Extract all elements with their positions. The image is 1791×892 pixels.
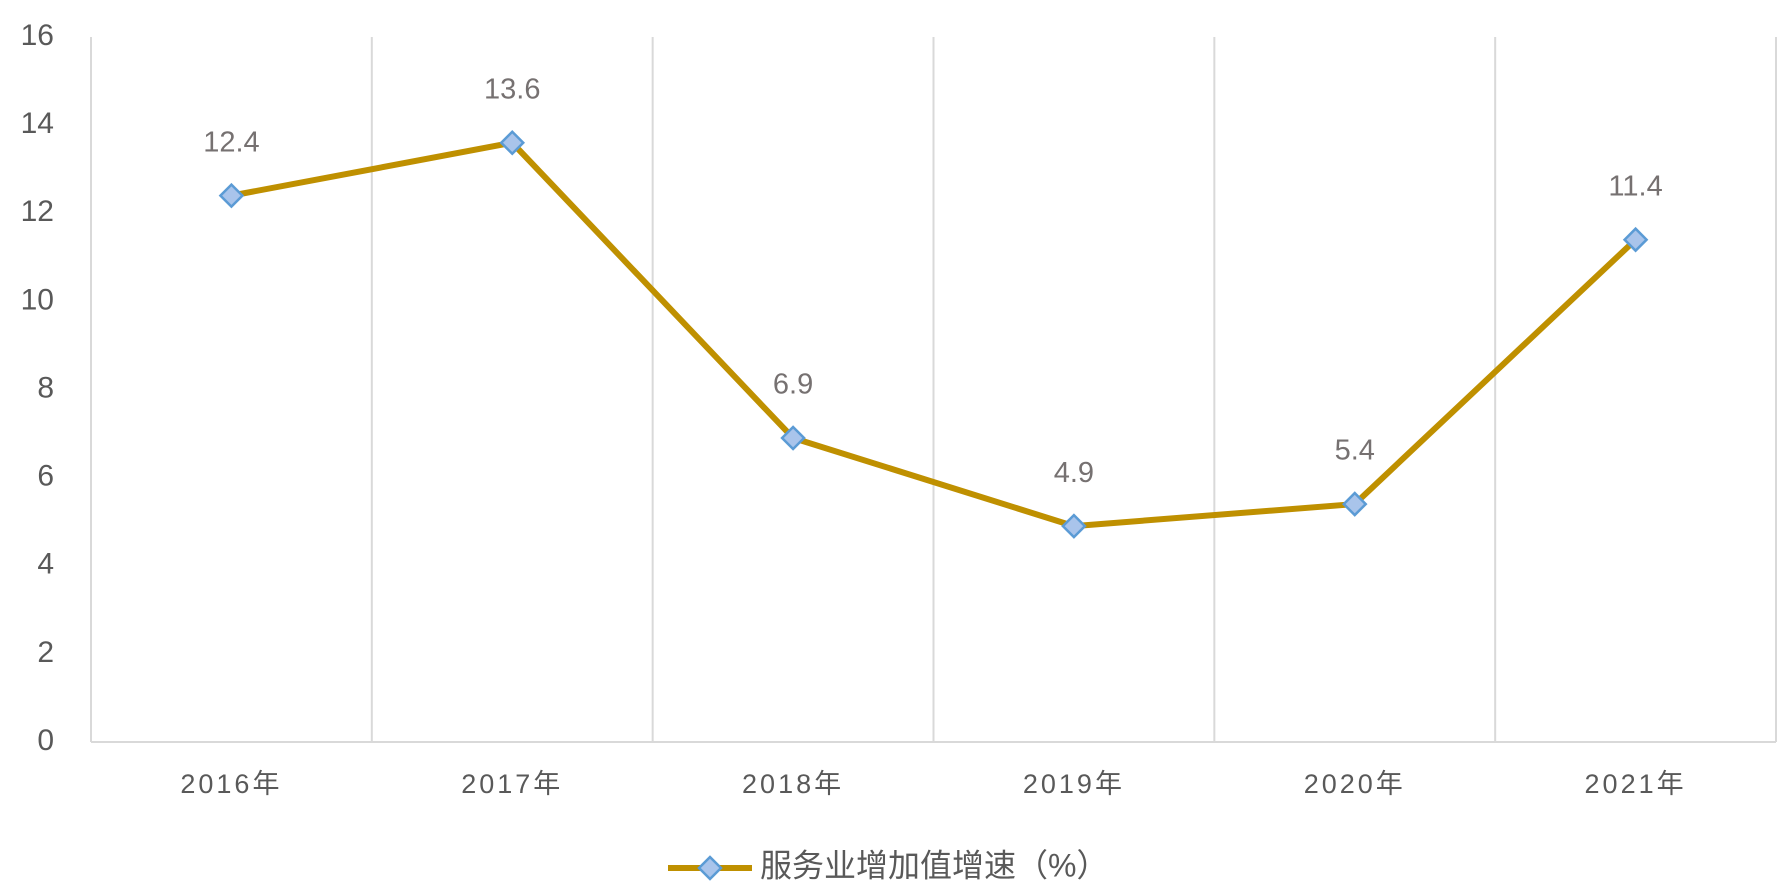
legend-label: 服务业增加值增速（%） — [760, 847, 1108, 883]
y-tick-label: 8 — [37, 371, 54, 404]
data-label: 6.9 — [773, 369, 813, 401]
x-tick-label: 2019年 — [1023, 769, 1125, 799]
y-tick-label: 0 — [37, 724, 54, 757]
y-tick-label: 12 — [21, 195, 54, 228]
data-marker — [218, 182, 245, 209]
y-tick-label: 4 — [37, 548, 54, 581]
data-marker — [1622, 226, 1649, 253]
data-marker — [499, 129, 526, 156]
data-label: 4.9 — [1054, 457, 1094, 489]
data-marker — [780, 425, 806, 451]
x-tick-label: 2018年 — [742, 769, 844, 799]
data-label: 11.4 — [1608, 170, 1662, 202]
y-tick-label: 6 — [37, 460, 54, 493]
data-label: 12.4 — [203, 126, 259, 158]
x-tick-label: 2020年 — [1304, 769, 1406, 799]
y-tick-label: 16 — [21, 19, 54, 52]
legend-marker — [697, 855, 723, 881]
data-label: 13.6 — [484, 73, 540, 105]
y-tick-label: 2 — [37, 636, 54, 669]
data-label: 5.4 — [1335, 435, 1375, 467]
data-marker — [1061, 513, 1087, 539]
x-tick-label: 2016年 — [180, 769, 282, 799]
x-tick-label: 2017年 — [461, 769, 563, 799]
data-line — [230, 139, 1638, 530]
y-tick-label: 14 — [21, 107, 54, 140]
data-marker — [1341, 491, 1368, 517]
x-tick-label: 2021年 — [1585, 769, 1687, 799]
y-tick-label: 10 — [21, 283, 54, 316]
